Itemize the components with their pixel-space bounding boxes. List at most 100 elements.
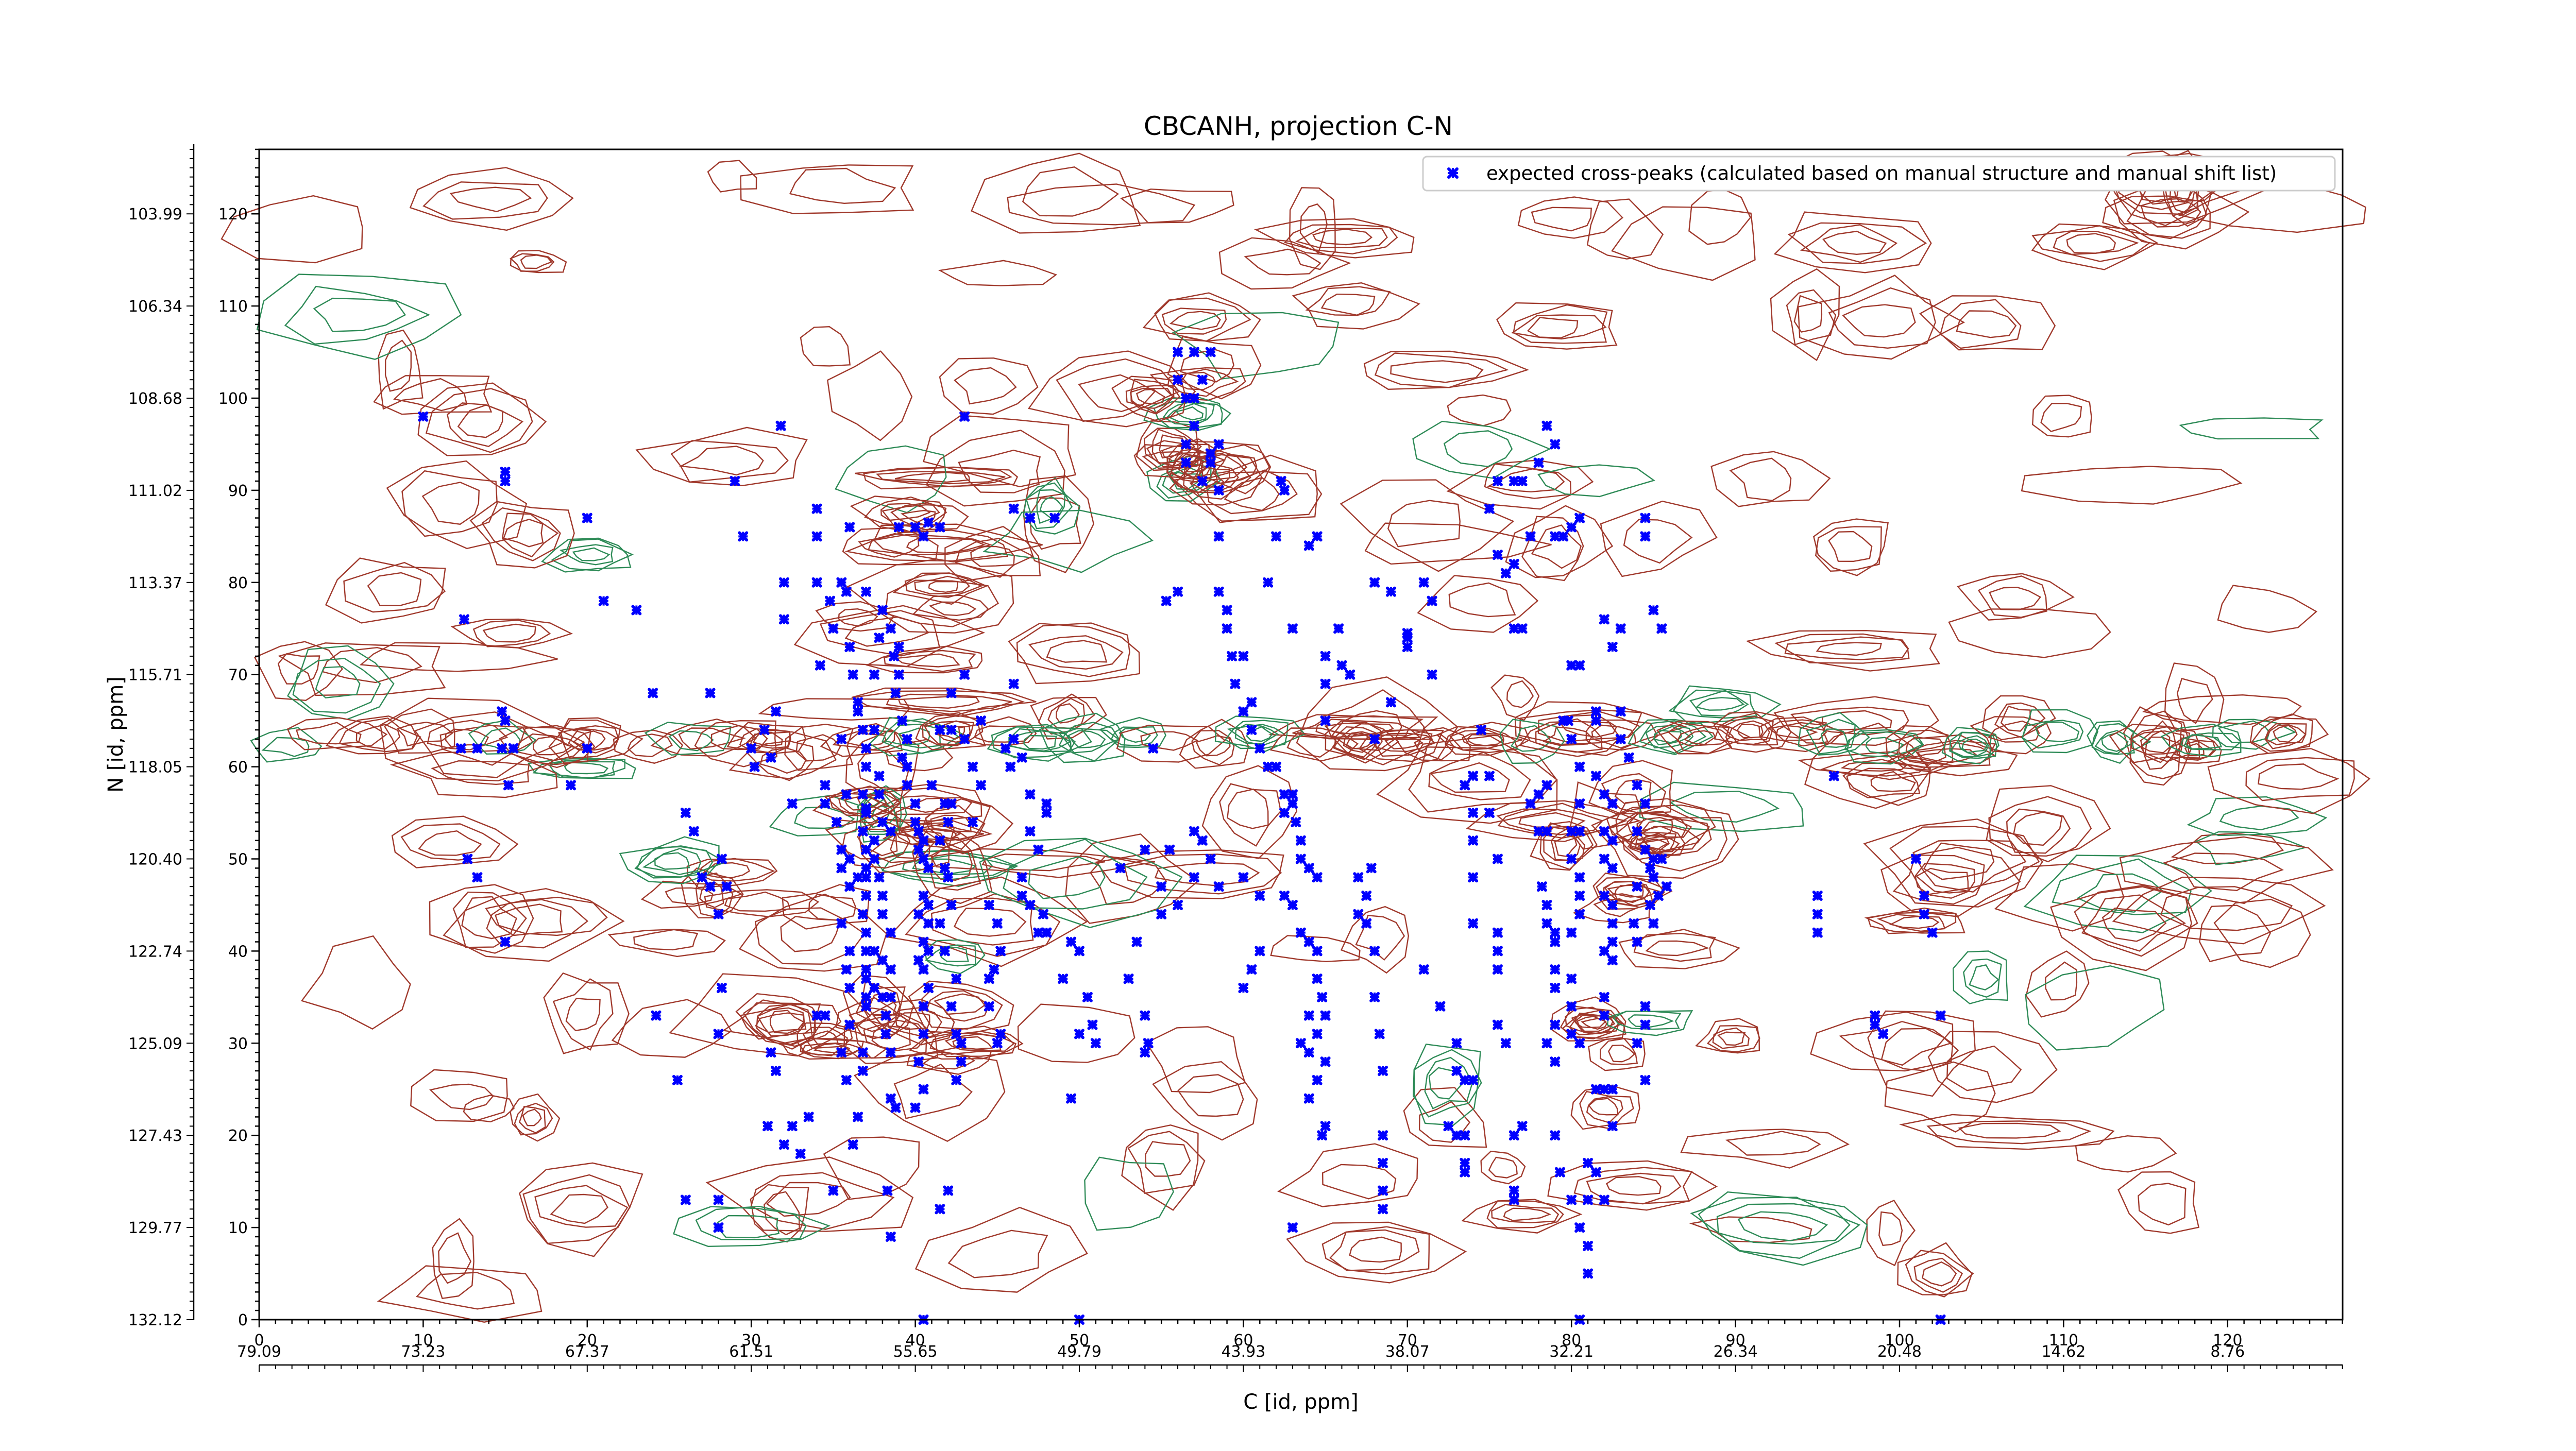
contour-line	[1340, 906, 1410, 974]
expected-peak-marker	[455, 743, 466, 754]
expected-peak-marker	[1173, 899, 1183, 910]
contour-line	[766, 1182, 851, 1217]
expected-peak-marker	[1230, 678, 1241, 689]
contour-line	[1358, 729, 1444, 762]
contour-line	[1627, 1014, 1674, 1028]
contour-line	[1343, 731, 1380, 753]
contour-line	[2023, 855, 2212, 933]
expected-peak-marker	[913, 955, 924, 966]
expected-peak-marker	[1447, 167, 1459, 179]
contour-line	[952, 1036, 993, 1050]
y-tick-label: 60	[228, 759, 248, 777]
contour-line	[1949, 731, 1997, 759]
expected-peak-marker	[844, 642, 855, 653]
contour-line	[1299, 203, 1328, 255]
contour-line	[2081, 894, 2186, 952]
contour-line	[2117, 1171, 2200, 1234]
expected-peak-marker	[1287, 798, 1298, 809]
contour-line	[1797, 275, 1965, 360]
expected-peak-marker	[935, 1204, 945, 1215]
ppm-c-tick-label: 43.93	[1221, 1343, 1265, 1361]
expected-peak-marker	[1550, 936, 1561, 947]
expected-peak-marker	[1648, 918, 1659, 929]
contour-line	[722, 1002, 842, 1047]
contour-line	[1770, 268, 1840, 362]
contour-line	[832, 730, 895, 750]
contour-line	[880, 795, 957, 813]
contour-line	[789, 167, 896, 204]
expected-peak-marker	[1164, 844, 1175, 855]
contour-line	[1206, 469, 1298, 515]
contour-line	[746, 740, 815, 781]
expected-peak-marker	[766, 752, 776, 763]
expected-peak-marker	[1008, 733, 1019, 744]
contour-line	[754, 907, 866, 965]
contour-line	[396, 722, 454, 747]
expected-peak-marker	[1303, 936, 1314, 947]
contour-line	[954, 367, 1017, 405]
contour-line	[221, 195, 363, 264]
expected-peak-marker	[1369, 577, 1380, 588]
contour-line	[1436, 726, 1519, 754]
expected-peak-marker	[1599, 614, 1609, 625]
contour-line	[1506, 680, 1534, 708]
ppm-c-tick-label: 49.79	[1057, 1343, 1101, 1361]
contour-line	[1142, 292, 1261, 342]
expected-peak-marker	[995, 1029, 1006, 1039]
contour-line	[510, 1093, 561, 1142]
expected-peak-marker	[1607, 899, 1618, 910]
expected-peak-marker	[1583, 1194, 1594, 1205]
expected-peak-marker	[1033, 844, 1044, 855]
contour-line	[1948, 608, 2111, 658]
expected-peak-marker	[1227, 651, 1238, 661]
expected-peak-marker	[770, 706, 781, 717]
contour-line	[1099, 716, 1166, 748]
contour-line	[1028, 856, 1106, 899]
expected-peak-marker	[1205, 347, 1216, 357]
contour-line	[2129, 730, 2185, 755]
expected-peak-marker	[582, 743, 592, 754]
expected-peak-marker	[1016, 752, 1027, 763]
contour-line	[558, 725, 619, 754]
contour-line	[2217, 720, 2270, 743]
contour-line	[758, 698, 910, 721]
expected-peak-marker	[1517, 476, 1528, 487]
expected-peak-marker	[1590, 715, 1601, 726]
contour-line	[416, 1272, 515, 1310]
contour-line	[2187, 796, 2328, 837]
contour-line	[1154, 297, 1251, 342]
legend-marker	[1447, 167, 1459, 179]
expected-peak-marker	[721, 881, 732, 892]
expected-peak-marker	[1090, 1038, 1101, 1049]
x-axis-ppm: 79.09 73.23 67.37 61.51 55.65 49.79 43.93 38.07…	[237, 1343, 2343, 1372]
contour-line	[548, 720, 643, 764]
contour-line	[930, 814, 972, 832]
expected-peak-marker	[1927, 927, 1938, 938]
contour-line	[1586, 198, 1664, 260]
contour-line	[261, 737, 310, 757]
contour-line	[1234, 723, 1279, 744]
contour-line	[1798, 712, 1870, 756]
contour-line	[848, 1007, 892, 1032]
contour-line	[739, 1003, 817, 1040]
expected-peak-marker	[841, 964, 852, 975]
expected-peak-marker	[913, 909, 924, 919]
contour-line	[1618, 929, 1741, 969]
expected-peak-marker	[1632, 826, 1642, 837]
contour-line	[1195, 735, 1231, 757]
expected-peak-marker	[1189, 393, 1199, 403]
contour-line	[911, 828, 993, 904]
expected-peak-marker	[968, 816, 978, 827]
expected-peak-marker	[1599, 1010, 1609, 1021]
contour-line	[383, 708, 455, 754]
expected-peak-marker	[762, 1121, 773, 1132]
contour-line	[633, 929, 699, 951]
contour-line	[432, 1218, 474, 1300]
expected-peak-marker	[1599, 853, 1609, 864]
expected-peak-marker	[923, 918, 934, 929]
expected-peak-marker	[1533, 826, 1544, 837]
expected-peak-marker	[1205, 448, 1216, 459]
contour-line	[2074, 884, 2198, 957]
expected-peak-marker	[1566, 1001, 1577, 1012]
expected-peak-marker	[1303, 863, 1314, 874]
